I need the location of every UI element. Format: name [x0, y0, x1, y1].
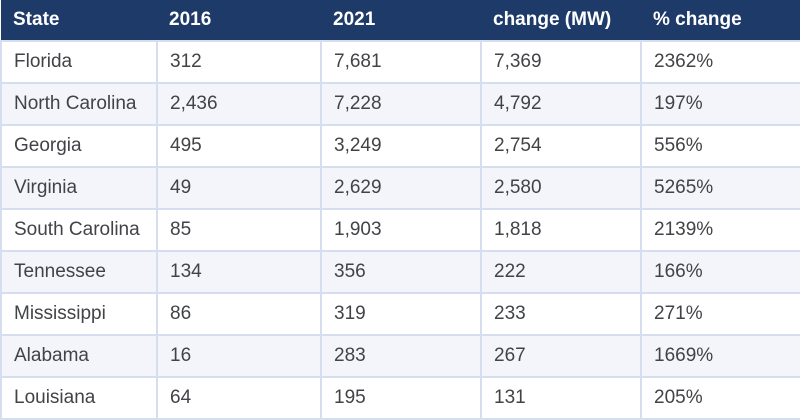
value-cell: 2,754: [480, 124, 642, 168]
value-cell: 205%: [640, 376, 800, 420]
table-row: Tennessee 134 356 222 166%: [0, 250, 800, 294]
table-row: Alabama 16 283 267 1669%: [0, 334, 800, 378]
value-cell: 166%: [640, 250, 800, 294]
state-cell: Louisiana: [0, 376, 158, 420]
value-cell: 2,629: [320, 166, 482, 210]
value-cell: 7,681: [320, 40, 482, 84]
table-row: Louisiana 64 195 131 205%: [0, 376, 800, 420]
state-cell: Georgia: [0, 124, 158, 168]
value-cell: 356: [320, 250, 482, 294]
column-header-change: change (MW): [481, 0, 641, 41]
state-cell: North Carolina: [0, 82, 158, 126]
value-cell: 131: [480, 376, 642, 420]
state-cell: Virginia: [0, 166, 158, 210]
value-cell: 7,369: [480, 40, 642, 84]
value-cell: 85: [156, 208, 322, 252]
table-row: Florida 312 7,681 7,369 2362%: [0, 40, 800, 84]
value-cell: 64: [156, 376, 322, 420]
value-cell: 2,436: [156, 82, 322, 126]
value-cell: 16: [156, 334, 322, 378]
column-header-2021: 2021: [321, 0, 481, 41]
state-cell: South Carolina: [0, 208, 158, 252]
column-header-state: State: [1, 0, 157, 41]
column-header-pct-change: % change: [641, 0, 800, 41]
value-cell: 495: [156, 124, 322, 168]
value-cell: 271%: [640, 292, 800, 336]
value-cell: 195: [320, 376, 482, 420]
table-row: Mississippi 86 319 233 271%: [0, 292, 800, 336]
value-cell: 1,818: [480, 208, 642, 252]
header-row: State 2016 2021 change (MW) % change: [1, 0, 800, 41]
value-cell: 312: [156, 40, 322, 84]
value-cell: 86: [156, 292, 322, 336]
value-cell: 1,903: [320, 208, 482, 252]
value-cell: 5265%: [640, 166, 800, 210]
table-row: Georgia 495 3,249 2,754 556%: [0, 124, 800, 168]
state-cell: Florida: [0, 40, 158, 84]
column-header-2016: 2016: [157, 0, 321, 41]
state-cell: Tennessee: [0, 250, 158, 294]
value-cell: 283: [320, 334, 482, 378]
value-cell: 7,228: [320, 82, 482, 126]
state-cell: Mississippi: [0, 292, 158, 336]
value-cell: 3,249: [320, 124, 482, 168]
value-cell: 4,792: [480, 82, 642, 126]
value-cell: 2,580: [480, 166, 642, 210]
table-row: North Carolina 2,436 7,228 4,792 197%: [0, 82, 800, 126]
value-cell: 2362%: [640, 40, 800, 84]
value-cell: 134: [156, 250, 322, 294]
value-cell: 2139%: [640, 208, 800, 252]
table-row: Virginia 49 2,629 2,580 5265%: [0, 166, 800, 210]
value-cell: 319: [320, 292, 482, 336]
table-row: South Carolina 85 1,903 1,818 2139%: [0, 208, 800, 252]
value-cell: 267: [480, 334, 642, 378]
table-header: State 2016 2021 change (MW) % change: [1, 0, 800, 41]
value-cell: 197%: [640, 82, 800, 126]
value-cell: 1669%: [640, 334, 800, 378]
state-cell: Alabama: [0, 334, 158, 378]
value-cell: 556%: [640, 124, 800, 168]
value-cell: 222: [480, 250, 642, 294]
value-cell: 49: [156, 166, 322, 210]
table-body: Florida 312 7,681 7,369 2362% North Carolina 2…: [0, 40, 800, 420]
value-cell: 233: [480, 292, 642, 336]
